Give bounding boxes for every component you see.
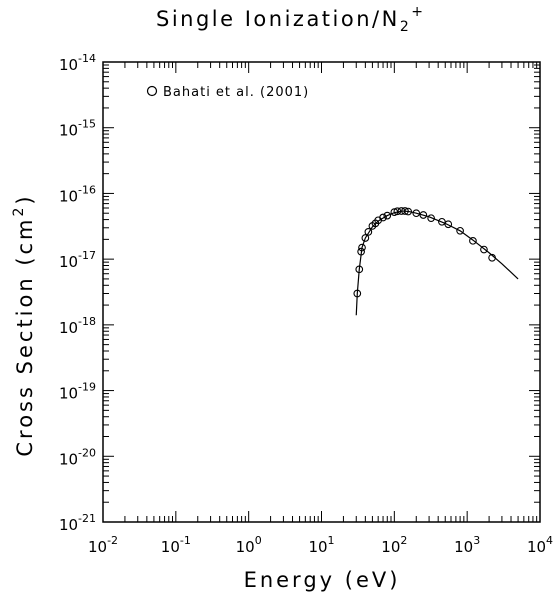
plot-frame	[102, 61, 541, 523]
x-tick-label: 103	[454, 534, 480, 556]
chart-title: Single Ionization/N2+	[156, 4, 425, 35]
x-tick-label: 100	[236, 534, 262, 556]
y-tick-label: 10-15	[59, 118, 96, 140]
data-point	[358, 243, 366, 252]
y-axis-title-superscript: 2	[11, 205, 27, 217]
data-point	[427, 214, 435, 223]
y-tick-label: 10-18	[59, 315, 96, 337]
y-tick-labels: 10-14 10-15 10-16 10-17 10-18 10-19 10-2…	[59, 52, 96, 534]
data-point	[353, 289, 362, 298]
data-point	[412, 209, 421, 218]
data-point	[379, 213, 387, 222]
chart-title-main: Single Ionization/N	[156, 7, 400, 31]
legend: Bahati et al. (2001)	[146, 85, 309, 100]
axis-ticks	[102, 61, 541, 523]
y-tick-label: 10-17	[59, 249, 96, 271]
x-tick-label: 102	[381, 534, 407, 556]
data-point	[480, 245, 488, 254]
y-tick-label: 10-16	[59, 183, 96, 205]
data-point	[364, 228, 373, 236]
data-point	[357, 247, 365, 256]
y-axis-title-main: Cross Section (cm	[13, 216, 37, 456]
y-tick-label: 10-19	[59, 381, 96, 403]
data-point	[383, 211, 392, 220]
data-point	[390, 208, 399, 216]
x-tick-label: 10-2	[88, 534, 118, 556]
data-point	[488, 253, 496, 262]
y-tick-label: 10-20	[59, 446, 96, 468]
data-point	[404, 207, 413, 216]
data-point	[444, 220, 453, 229]
data-point	[401, 207, 409, 215]
data-point	[438, 217, 446, 226]
data-point	[361, 234, 370, 242]
data-point	[393, 207, 402, 216]
x-axis-title: Energy (eV)	[244, 568, 401, 592]
legend-label: Bahati et al. (2001)	[163, 85, 309, 100]
fit-line-series	[355, 210, 519, 316]
x-tick-label: 10-1	[161, 534, 191, 556]
data-point	[355, 265, 364, 274]
data-point	[469, 236, 477, 245]
data-point	[419, 211, 428, 219]
y-axis-title: Cross Section (cm2)	[11, 193, 37, 456]
data-points-series	[353, 207, 496, 298]
fit-line	[355, 210, 519, 316]
x-tick-label: 101	[308, 534, 334, 556]
chart-title-superscript: +	[411, 4, 425, 20]
data-point	[456, 226, 464, 235]
chart-title-subscript: 2	[400, 19, 411, 35]
y-tick-label: 10-21	[59, 512, 96, 534]
y-tick-label: 10-14	[59, 52, 96, 74]
x-tick-label: 104	[527, 534, 553, 556]
legend-marker	[146, 85, 158, 97]
y-axis-title-close: )	[13, 193, 37, 204]
x-tick-labels: 10-2 10-1 100 101 102 103 104	[88, 534, 553, 556]
